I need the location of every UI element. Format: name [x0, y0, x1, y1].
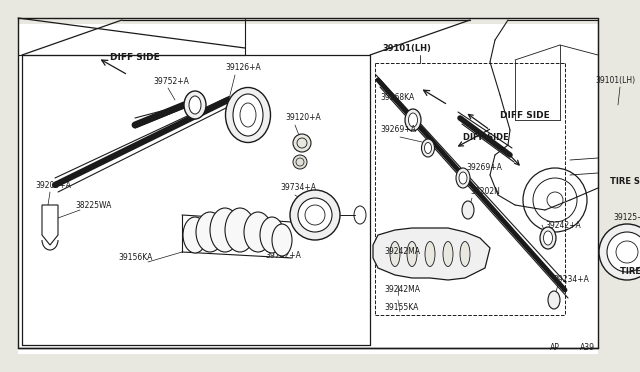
Text: 39742+A: 39742+A: [265, 250, 301, 260]
Ellipse shape: [183, 217, 207, 253]
Ellipse shape: [548, 291, 560, 309]
Circle shape: [607, 232, 640, 272]
Ellipse shape: [408, 113, 417, 127]
Ellipse shape: [390, 241, 400, 266]
Ellipse shape: [225, 87, 271, 142]
Text: AP: AP: [550, 343, 560, 353]
Circle shape: [599, 224, 640, 280]
Text: 39125+A: 39125+A: [613, 214, 640, 222]
Ellipse shape: [443, 241, 453, 266]
Ellipse shape: [422, 139, 435, 157]
Text: A39: A39: [580, 343, 595, 353]
Text: 39752+A: 39752+A: [153, 77, 189, 87]
Text: 39242MA: 39242MA: [384, 285, 420, 295]
Ellipse shape: [425, 241, 435, 266]
Text: TIRE SIDE: TIRE SIDE: [610, 177, 640, 186]
Ellipse shape: [405, 109, 421, 131]
Bar: [18, 24, 598, 354]
Text: 39234+A: 39234+A: [553, 276, 589, 285]
Ellipse shape: [233, 94, 263, 136]
Text: 39268KA: 39268KA: [380, 93, 414, 103]
Text: 39734+A: 39734+A: [280, 183, 316, 192]
Circle shape: [293, 134, 311, 152]
Ellipse shape: [459, 172, 467, 184]
Ellipse shape: [210, 208, 240, 252]
Text: 39202N: 39202N: [470, 187, 500, 196]
Polygon shape: [373, 228, 490, 280]
Polygon shape: [42, 205, 58, 245]
Text: 39209+A: 39209+A: [35, 180, 71, 189]
Text: 38225WA: 38225WA: [75, 201, 111, 209]
Ellipse shape: [456, 168, 470, 188]
Text: 39156KA: 39156KA: [118, 253, 152, 263]
Text: 39120+A: 39120+A: [285, 113, 321, 122]
Text: DIFF SIDE: DIFF SIDE: [110, 54, 160, 62]
Ellipse shape: [225, 208, 255, 252]
Ellipse shape: [424, 142, 431, 154]
Text: 39101(LH): 39101(LH): [595, 76, 635, 84]
Ellipse shape: [543, 231, 552, 245]
Ellipse shape: [189, 96, 201, 114]
Text: 39242+A: 39242+A: [545, 221, 580, 230]
Text: 39269+A: 39269+A: [380, 125, 416, 135]
Ellipse shape: [244, 212, 272, 252]
Circle shape: [290, 190, 340, 240]
Text: TIRE SIDE: TIRE SIDE: [620, 267, 640, 276]
Ellipse shape: [260, 217, 284, 253]
Text: DIFF SIDE: DIFF SIDE: [463, 134, 509, 142]
Text: 39155KA: 39155KA: [384, 304, 419, 312]
Ellipse shape: [196, 212, 224, 252]
Text: 39126+A: 39126+A: [225, 64, 260, 73]
Ellipse shape: [540, 227, 556, 249]
Ellipse shape: [184, 91, 206, 119]
Text: 39242MA: 39242MA: [384, 247, 420, 257]
Text: 39101(LH): 39101(LH): [382, 44, 431, 52]
Ellipse shape: [272, 224, 292, 256]
Ellipse shape: [462, 201, 474, 219]
Circle shape: [293, 155, 307, 169]
Text: 39269+A: 39269+A: [466, 164, 502, 173]
Circle shape: [298, 198, 332, 232]
Text: DIFF SIDE: DIFF SIDE: [500, 110, 550, 119]
Ellipse shape: [460, 241, 470, 266]
Ellipse shape: [407, 241, 417, 266]
